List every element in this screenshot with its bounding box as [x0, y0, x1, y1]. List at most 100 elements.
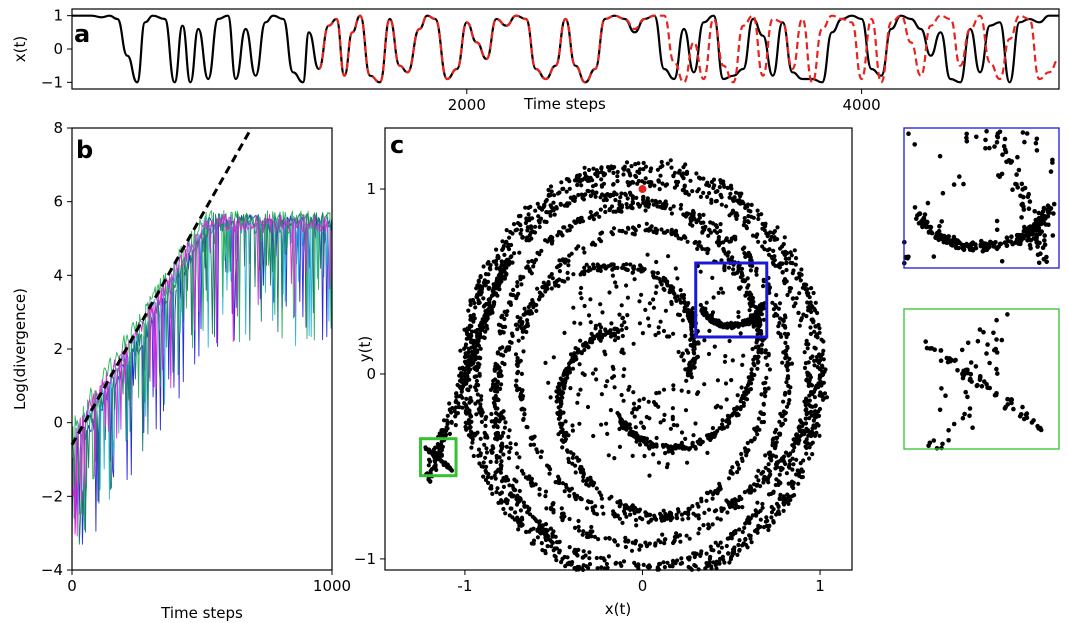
panel-c-point [755, 360, 761, 365]
panel-c-point [818, 358, 823, 363]
panel-c-point [621, 172, 626, 177]
panel-c-point [478, 288, 483, 293]
panel-c-point [624, 514, 629, 519]
panel-c-point [495, 253, 500, 258]
panel-c-point [696, 390, 701, 395]
panel-c-point [508, 292, 513, 297]
panel-c-point [563, 438, 568, 443]
panel-c-point [596, 537, 601, 542]
panel-c-point [730, 208, 736, 213]
panel-c-point [801, 312, 806, 317]
panel-c: c -1 0 1−101 x(t) y(t) [354, 127, 853, 618]
zoom-inset-point [957, 240, 962, 246]
panel-c-point [637, 299, 642, 304]
panel-c-point [486, 480, 491, 485]
panel-c-point [592, 265, 597, 270]
panel-c-point [515, 371, 520, 376]
zoom-inset-point [1024, 131, 1030, 136]
panel-c-point [652, 515, 658, 521]
panel-c-point [628, 429, 634, 434]
zoom-inset-point [951, 421, 957, 427]
panel-c-point [718, 192, 723, 197]
panel-c-point [498, 443, 504, 448]
panel-c-point [520, 522, 525, 528]
panel-c-point [688, 178, 693, 183]
panel-c-point [736, 466, 742, 471]
panel-c-point [603, 328, 608, 333]
panel-c-point [708, 220, 713, 225]
panel-c-point [629, 164, 634, 169]
panel-c-point [690, 358, 695, 363]
panel-c-point [511, 222, 517, 227]
zoom-inset-blue [902, 127, 1060, 269]
panel-c-point [671, 422, 676, 428]
zoom-inset-point [1022, 185, 1028, 191]
panel-c-point [599, 392, 605, 397]
panel-c-point [499, 259, 504, 264]
panel-c-point [762, 247, 767, 252]
panel-c-point [707, 560, 712, 565]
panel-c-point [692, 554, 697, 560]
panel-c-point [804, 437, 809, 442]
zoom-inset-point [964, 243, 970, 249]
zoom-inset-point [994, 337, 999, 342]
panel-c-point [517, 386, 522, 392]
panel-c-point [549, 189, 554, 194]
panel-c-point [514, 451, 519, 456]
zoom-inset-point [968, 371, 974, 377]
panel-c-point [537, 487, 542, 492]
panel-c-point [677, 312, 683, 318]
panel-c-point [681, 293, 687, 298]
panel-c-point [555, 278, 560, 283]
panel-c-point [488, 387, 493, 392]
panel-c-point [705, 180, 710, 185]
panel-c-point [686, 512, 691, 517]
panel-c-point [662, 565, 668, 570]
panel-c-point [615, 265, 620, 270]
panel-c-point [787, 398, 792, 403]
panel-c-point [565, 448, 570, 453]
panel-c-point [784, 261, 789, 266]
panel-c-point [471, 319, 476, 324]
panel-c-point [476, 284, 481, 289]
panel-c-point [498, 346, 503, 351]
panel-c-point [483, 416, 488, 422]
panel-c-point [590, 371, 596, 376]
zoom-inset-point [1004, 235, 1010, 240]
panel-c-point [743, 252, 748, 257]
panel-c-point [763, 350, 768, 355]
panel-c-point [656, 460, 662, 465]
zoom-inset-point [1039, 211, 1045, 217]
panel-c-point [645, 564, 650, 569]
panel-c-point [688, 222, 693, 227]
panel-c-point [621, 559, 627, 564]
panel-c-point [447, 407, 452, 412]
panel-c-point [791, 268, 796, 273]
zoom-inset-point [992, 393, 998, 398]
panel-c-point [761, 284, 766, 289]
panel-c-point [683, 333, 688, 339]
panel-c-point [677, 445, 682, 450]
panel-c-point [820, 372, 826, 377]
panel-c-point [544, 219, 549, 225]
panel-c-point [606, 453, 611, 458]
panel-c-point [512, 477, 517, 482]
panel-c-point [622, 425, 627, 430]
panel-c-point [702, 338, 707, 343]
panel-c-point [806, 433, 811, 438]
panel-c-point [596, 263, 601, 268]
panel-c-ytick-label: 0 [366, 365, 376, 383]
panel-c-point [639, 292, 644, 297]
panel-c-point [708, 317, 713, 322]
panel-c-point [705, 450, 710, 455]
zoom-inset-point [1038, 219, 1043, 224]
panel-a-xtick-label: 2000 [448, 96, 486, 114]
panel-c-point [759, 350, 764, 355]
panel-c-point [674, 512, 679, 517]
zoom-inset-point [991, 330, 996, 336]
zoom-inset-point [974, 134, 979, 140]
panel-c-ylabel: y(t) [356, 336, 374, 362]
panel-c-point [686, 350, 691, 355]
panel-c-point [583, 340, 588, 345]
panel-c-point [646, 228, 651, 233]
